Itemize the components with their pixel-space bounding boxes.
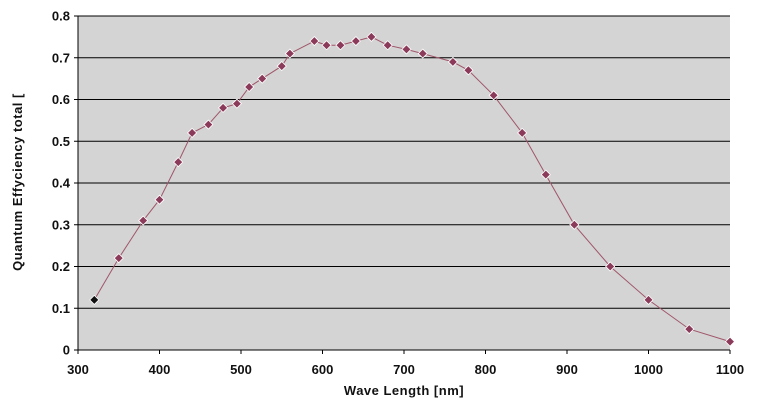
data-point-marker bbox=[684, 324, 695, 335]
data-point-marker bbox=[218, 102, 229, 113]
x-axis-ticks: 300 400 500 600 700 800 900 1000 1100 bbox=[67, 350, 744, 377]
y-axis-ticks: 0 0.1 0.2 0.3 0.4 0.5 0.6 0.7 0.8 bbox=[52, 9, 78, 358]
data-point-marker bbox=[321, 40, 332, 51]
data-point-marker bbox=[257, 73, 268, 84]
y-tick-label: 0.5 bbox=[52, 134, 70, 149]
data-point-marker bbox=[203, 119, 214, 130]
data-point-marker bbox=[231, 98, 242, 109]
data-point-marker bbox=[350, 35, 361, 47]
data-point-marker bbox=[244, 81, 255, 93]
y-tick-label: 0 bbox=[63, 343, 70, 358]
data-point-marker bbox=[276, 61, 287, 72]
data-point-marker bbox=[488, 90, 499, 101]
x-tick-label: 700 bbox=[393, 362, 415, 377]
data-point-marker bbox=[401, 44, 412, 55]
data-point-marker bbox=[417, 48, 428, 59]
y-tick-label: 0.4 bbox=[52, 176, 71, 191]
y-tick-label: 0.2 bbox=[52, 259, 70, 274]
x-tick-label: 400 bbox=[149, 362, 171, 377]
x-axis-title: Wave Length [nm] bbox=[344, 383, 464, 398]
x-tick-label: 300 bbox=[67, 362, 89, 377]
data-point-marker bbox=[569, 219, 580, 230]
data-point-marker bbox=[643, 294, 654, 305]
data-point-marker bbox=[447, 56, 458, 67]
y-axis-title: Quantum Effyciency total [ bbox=[10, 93, 25, 271]
data-point-marker bbox=[113, 253, 124, 264]
data-point-marker bbox=[540, 169, 551, 180]
y-tick-label: 0.1 bbox=[52, 301, 70, 316]
x-tick-label: 500 bbox=[230, 362, 252, 377]
data-point-marker bbox=[89, 294, 100, 305]
series-markers bbox=[89, 31, 736, 347]
x-tick-label: 600 bbox=[312, 362, 334, 377]
data-point-marker bbox=[138, 215, 149, 226]
data-point-marker bbox=[382, 40, 393, 51]
y-tick-label: 0.8 bbox=[52, 9, 70, 24]
y-tick-label: 0.7 bbox=[52, 50, 70, 65]
data-point-marker bbox=[187, 127, 198, 138]
x-tick-label: 1100 bbox=[716, 362, 744, 377]
data-point-marker bbox=[284, 48, 295, 59]
data-point-marker bbox=[463, 65, 474, 76]
data-point-marker bbox=[724, 336, 736, 347]
x-tick-label: 1000 bbox=[634, 362, 663, 377]
x-tick-label: 900 bbox=[556, 362, 578, 377]
data-point-marker bbox=[335, 40, 346, 51]
y-tick-label: 0.3 bbox=[52, 217, 70, 232]
data-point-marker bbox=[605, 261, 616, 272]
data-point-marker bbox=[517, 127, 528, 138]
x-tick-label: 800 bbox=[475, 362, 497, 377]
data-point-marker bbox=[309, 35, 320, 47]
data-point-marker bbox=[366, 31, 377, 42]
data-point-marker bbox=[154, 194, 165, 205]
y-tick-label: 0.6 bbox=[52, 92, 70, 107]
data-point-marker bbox=[173, 157, 184, 168]
